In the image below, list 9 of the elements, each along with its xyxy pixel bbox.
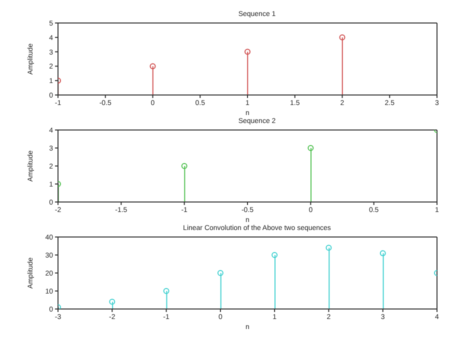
point (339, 34, 346, 40)
point (150, 63, 156, 70)
point (326, 244, 332, 251)
point (380, 250, 386, 256)
point (244, 48, 250, 55)
point (217, 270, 224, 276)
point (272, 252, 278, 258)
point (163, 288, 170, 294)
point (109, 298, 116, 305)
